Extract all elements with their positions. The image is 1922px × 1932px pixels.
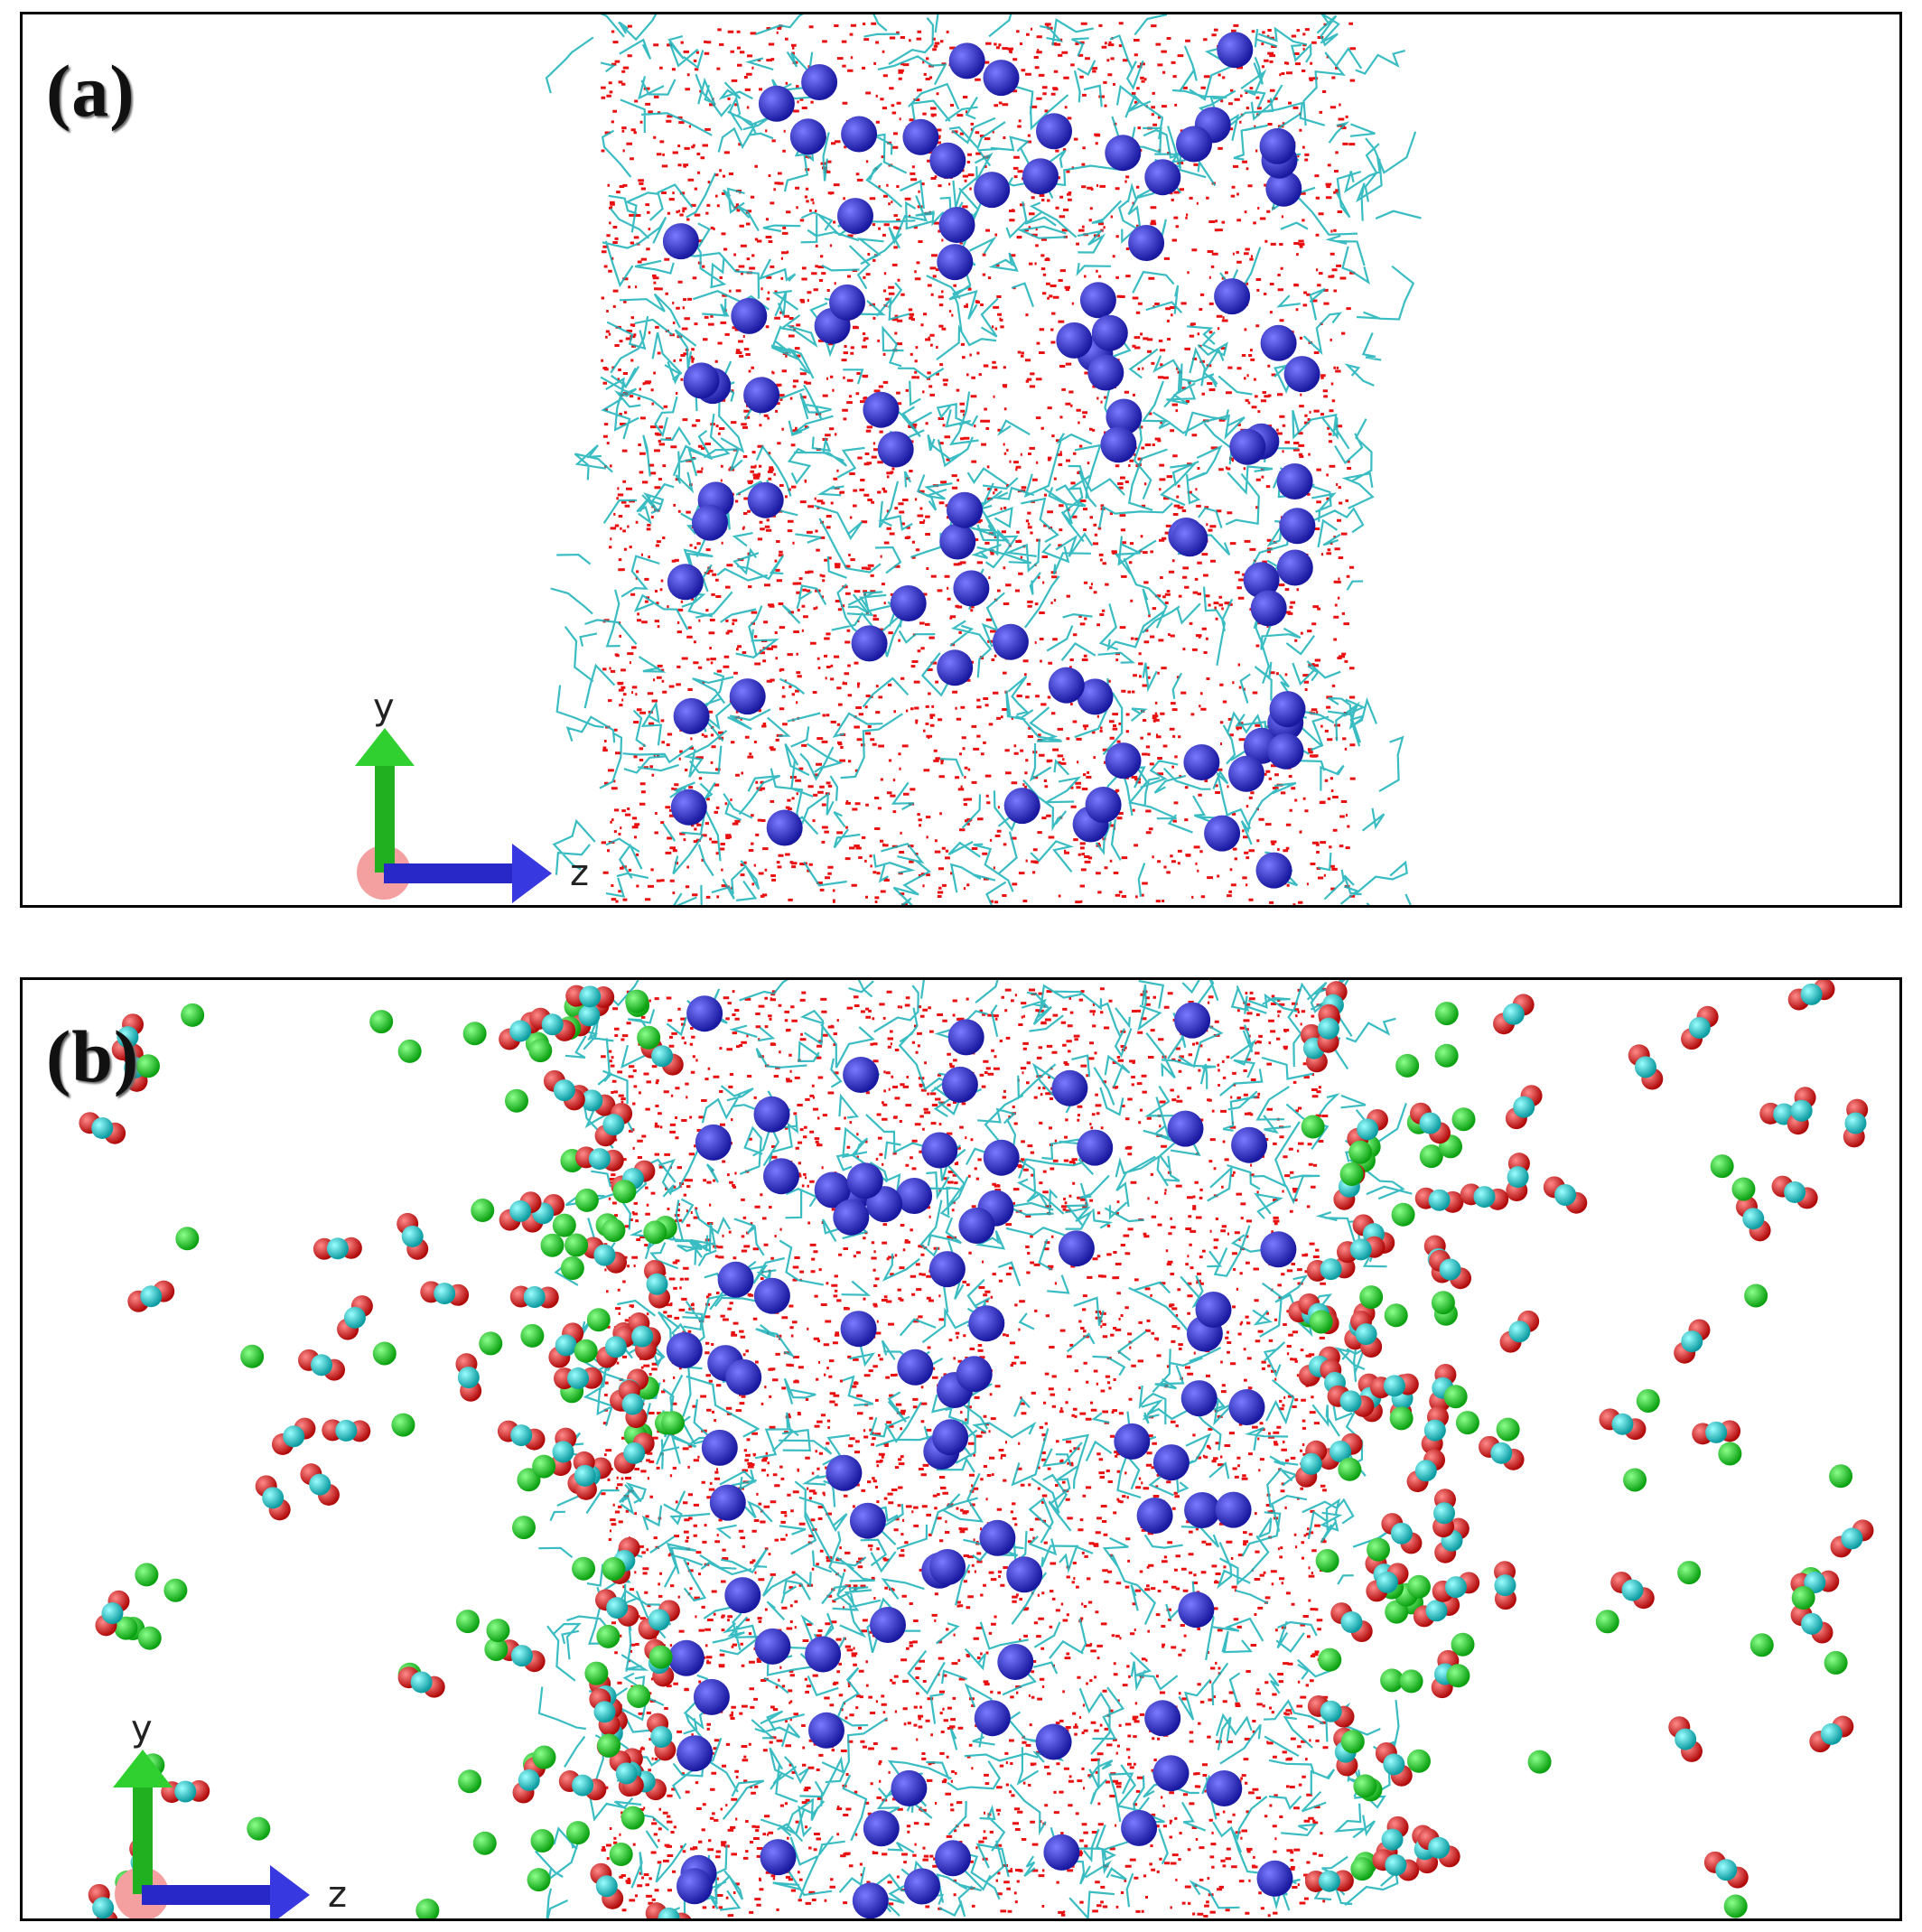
panel-label-a: (a) [46, 50, 135, 132]
z-axis-label: z [570, 853, 589, 894]
water-layer [601, 987, 1330, 1918]
y-axis-label: y [373, 686, 395, 728]
y-axis-label: y [131, 1708, 153, 1750]
polymer-network [545, 14, 1422, 905]
panel-b: y z (b) [20, 977, 1902, 1921]
polymer-network [534, 980, 1413, 1918]
ion-spheres [662, 32, 1320, 889]
y-axis-arrow-icon [133, 1786, 153, 1894]
simulation-snapshot-b: y z [79, 980, 1874, 1918]
gas-molecules [79, 980, 1874, 1918]
y-axis-arrow-icon [375, 764, 395, 873]
axes-gizmo: y z [355, 686, 589, 903]
panel-a: y z (a) [20, 12, 1902, 908]
z-axis-arrow-icon [142, 1885, 273, 1905]
simulation-snapshot-a: y z [355, 14, 1422, 905]
panel-label-b: (b) [46, 1015, 140, 1097]
z-axis-arrow-icon [384, 863, 515, 883]
axes-gizmo: y z [113, 1708, 347, 1918]
ion-spheres [666, 995, 1297, 1918]
z-axis-label: z [328, 1874, 347, 1916]
